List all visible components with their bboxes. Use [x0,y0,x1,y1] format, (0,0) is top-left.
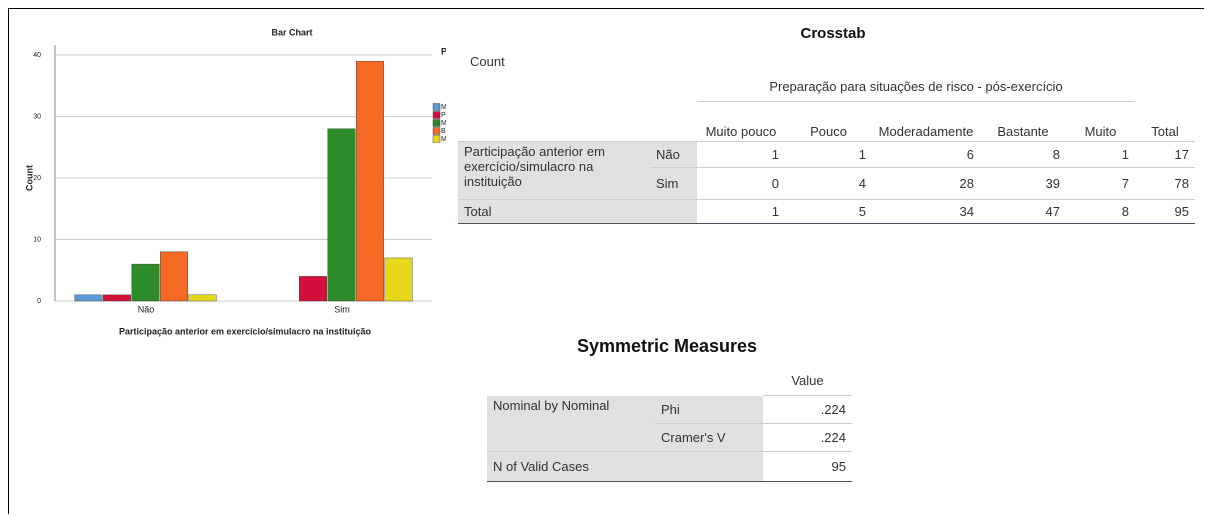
bar [160,251,188,302]
symmetric-title: Symmetric Measures [576,336,758,356]
legend-swatch [432,135,441,143]
crosstab-value: 0 [697,168,785,200]
legend-label: Muito pouco [441,104,456,111]
measure-value: .224 [763,396,852,424]
row-label: Sim [650,168,697,200]
y-tick-label: 10 [33,236,41,243]
column-group: Preparação para situações de risco - pós… [697,72,1135,102]
legend-swatch [432,127,441,135]
column-header: Muito [1066,100,1135,142]
y-tick-label: 30 [33,113,41,120]
y-tick-label: 20 [33,175,41,182]
group-label: Nominal by Nominal [487,396,655,452]
measure-name: Cramer's V [655,424,763,452]
crosstab-value: 1 [697,142,785,168]
crosstab-total: 5 [785,200,872,224]
column-header: Muito pouco [697,100,785,142]
column-header: Moderadamente [872,100,980,142]
legend-swatch [432,111,441,119]
y-tick-label: 0 [37,298,41,305]
crosstab-value: 39 [980,168,1066,200]
legend-label: Moderadamente [441,120,456,127]
legend: Preparação para situações de risco - pós… [432,46,456,143]
crosstab-total: 34 [872,200,980,224]
crosstab-value: 6 [872,142,980,168]
bar [299,276,327,302]
crosstab-value: 1 [1066,142,1135,168]
x-tick-label: Sim [334,304,350,314]
y-axis-label: Count [24,165,34,191]
header-blank [458,72,697,142]
bar [384,257,413,302]
crosstab-value: 28 [872,168,980,200]
y-tick-label: 40 [33,52,41,59]
crosstab-total: 8 [1066,200,1135,224]
row-group: Participação anterior em exercício/simul… [458,142,650,200]
measure-value: .224 [763,424,852,452]
crosstab-value: 7 [1066,168,1135,200]
legend-swatch [432,119,441,127]
valid-label: N of Valid Cases [487,452,763,482]
crosstab-total: 95 [1135,200,1195,224]
bar [327,128,356,302]
crosstab-title: Crosstab [800,25,866,42]
x-tick-label: Não [138,304,155,314]
crosstab-total: 47 [980,200,1066,224]
legend-swatch [432,103,441,111]
chart: Bar Chart Count Participação anterior em… [24,27,456,336]
bar [356,60,384,302]
valid-value: 95 [763,452,852,482]
x-axis-label: Participação anterior em exercício/simul… [119,326,372,336]
crosstab-value: 78 [1135,168,1195,200]
legend-label: Bastante [441,128,456,135]
column-header: Bastante [980,100,1066,142]
total-label: Total [458,200,697,224]
bar [74,294,103,302]
row-label: Não [650,142,697,168]
crosstab-value: 17 [1135,142,1195,168]
column-header: Pouco [785,100,872,142]
crosstab-value: 4 [785,168,872,200]
count-label: Count [470,54,505,69]
frame [8,8,1204,514]
measure-name: Phi [655,396,763,424]
crosstab-value: 8 [980,142,1066,168]
legend-label: Muito [441,136,456,143]
bar [188,294,217,302]
column-header: Total [1135,72,1195,142]
legend-title: Preparação para situações de risco - pós… [441,46,456,56]
crosstab-value: 1 [785,142,872,168]
chart-title: Bar Chart [271,27,312,37]
legend-label: Pouco [441,112,456,119]
bar [103,294,131,302]
value-header: Value [763,365,852,396]
bar [131,263,160,302]
crosstab-total: 1 [697,200,785,224]
